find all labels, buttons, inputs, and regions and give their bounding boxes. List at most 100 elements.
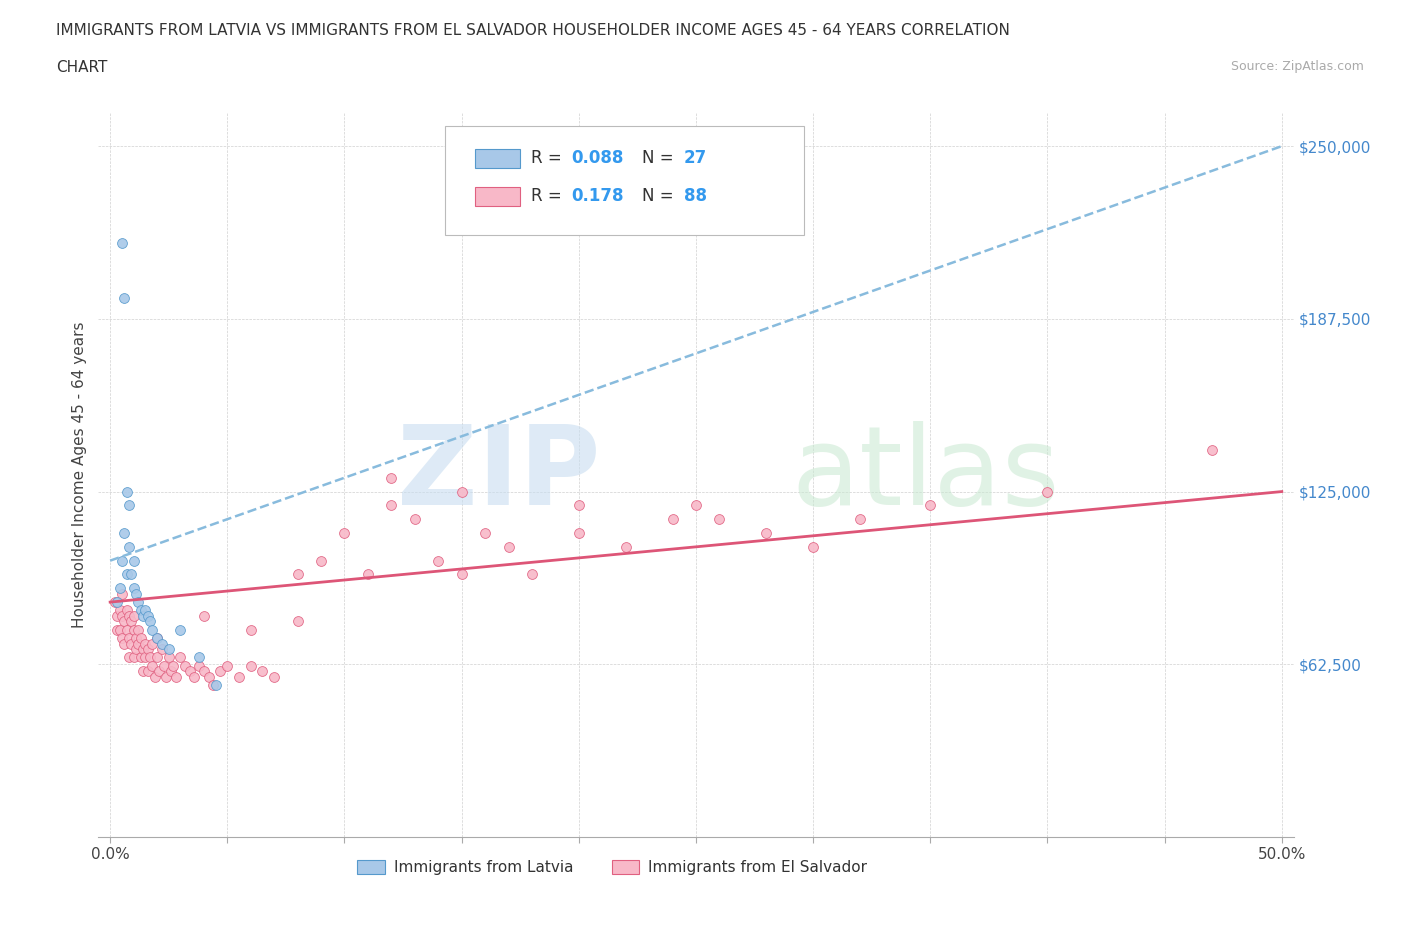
Point bbox=[174, 658, 197, 673]
Point bbox=[202, 678, 225, 693]
Point bbox=[118, 498, 141, 512]
Point bbox=[193, 608, 215, 623]
Point bbox=[105, 622, 128, 637]
Point bbox=[474, 525, 496, 540]
Point bbox=[143, 670, 166, 684]
Point bbox=[380, 471, 402, 485]
Point bbox=[136, 664, 159, 679]
Text: 27: 27 bbox=[685, 149, 707, 167]
Point bbox=[1201, 443, 1223, 458]
Text: N =: N = bbox=[643, 149, 679, 167]
Point bbox=[146, 650, 169, 665]
Point bbox=[427, 553, 450, 568]
Point bbox=[150, 636, 173, 651]
Point bbox=[287, 614, 309, 629]
Point bbox=[150, 642, 173, 657]
Point bbox=[193, 664, 215, 679]
Text: N =: N = bbox=[643, 187, 679, 205]
Point bbox=[132, 642, 155, 657]
Point bbox=[122, 608, 145, 623]
Point bbox=[122, 622, 145, 637]
Point bbox=[920, 498, 942, 512]
Text: 0.178: 0.178 bbox=[572, 187, 624, 205]
Point bbox=[118, 631, 141, 645]
Point bbox=[153, 658, 176, 673]
Point bbox=[104, 594, 127, 609]
Point bbox=[111, 631, 134, 645]
Point bbox=[661, 512, 683, 526]
Point bbox=[239, 622, 262, 637]
Text: R =: R = bbox=[531, 187, 572, 205]
Point bbox=[183, 670, 205, 684]
Point bbox=[127, 622, 149, 637]
Point bbox=[129, 650, 152, 665]
Point bbox=[228, 670, 250, 684]
Point bbox=[197, 670, 219, 684]
Point bbox=[112, 291, 135, 306]
Point bbox=[333, 525, 356, 540]
Point bbox=[122, 581, 145, 596]
Point bbox=[111, 235, 134, 250]
Point bbox=[169, 622, 191, 637]
Point bbox=[108, 622, 131, 637]
Point bbox=[132, 608, 155, 623]
Point bbox=[132, 664, 155, 679]
Point bbox=[204, 678, 226, 693]
Point bbox=[155, 670, 177, 684]
Point bbox=[169, 650, 191, 665]
Text: R =: R = bbox=[531, 149, 567, 167]
Text: 88: 88 bbox=[685, 187, 707, 205]
Point bbox=[148, 664, 170, 679]
Text: ZIP: ZIP bbox=[396, 420, 600, 528]
Point bbox=[568, 498, 591, 512]
Point bbox=[141, 636, 163, 651]
Point bbox=[129, 603, 152, 618]
Point bbox=[357, 567, 380, 582]
Y-axis label: Householder Income Ages 45 - 64 years: Householder Income Ages 45 - 64 years bbox=[72, 321, 87, 628]
Point bbox=[141, 622, 163, 637]
Point bbox=[217, 658, 239, 673]
Point bbox=[122, 650, 145, 665]
FancyBboxPatch shape bbox=[475, 150, 520, 168]
Point bbox=[111, 587, 134, 602]
Point bbox=[120, 567, 142, 582]
FancyBboxPatch shape bbox=[475, 187, 520, 206]
Point bbox=[141, 658, 163, 673]
Point bbox=[498, 539, 520, 554]
Point bbox=[115, 622, 138, 637]
Point bbox=[309, 553, 332, 568]
Point bbox=[127, 636, 149, 651]
Point bbox=[160, 664, 183, 679]
Text: IMMIGRANTS FROM LATVIA VS IMMIGRANTS FROM EL SALVADOR HOUSEHOLDER INCOME AGES 45: IMMIGRANTS FROM LATVIA VS IMMIGRANTS FRO… bbox=[56, 23, 1010, 38]
Point bbox=[404, 512, 426, 526]
Point bbox=[287, 567, 309, 582]
Text: CHART: CHART bbox=[56, 60, 108, 75]
Point bbox=[118, 539, 141, 554]
Point bbox=[125, 642, 148, 657]
Point bbox=[179, 664, 201, 679]
Text: Source: ZipAtlas.com: Source: ZipAtlas.com bbox=[1230, 60, 1364, 73]
Point bbox=[120, 636, 142, 651]
Point bbox=[118, 608, 141, 623]
Point bbox=[157, 650, 180, 665]
Point bbox=[112, 525, 135, 540]
Point bbox=[108, 603, 131, 618]
Point bbox=[165, 670, 187, 684]
Point bbox=[614, 539, 637, 554]
Point bbox=[380, 498, 402, 512]
Text: atlas: atlas bbox=[792, 420, 1060, 528]
Point bbox=[188, 658, 211, 673]
Point bbox=[146, 631, 169, 645]
Point bbox=[122, 553, 145, 568]
Point bbox=[239, 658, 262, 673]
Point bbox=[112, 636, 135, 651]
Point bbox=[709, 512, 731, 526]
Point bbox=[801, 539, 824, 554]
Point bbox=[1036, 485, 1059, 499]
Text: 0.088: 0.088 bbox=[572, 149, 624, 167]
Point bbox=[755, 525, 778, 540]
Point bbox=[188, 650, 211, 665]
Point bbox=[134, 636, 156, 651]
Point bbox=[252, 664, 274, 679]
Point bbox=[162, 658, 184, 673]
